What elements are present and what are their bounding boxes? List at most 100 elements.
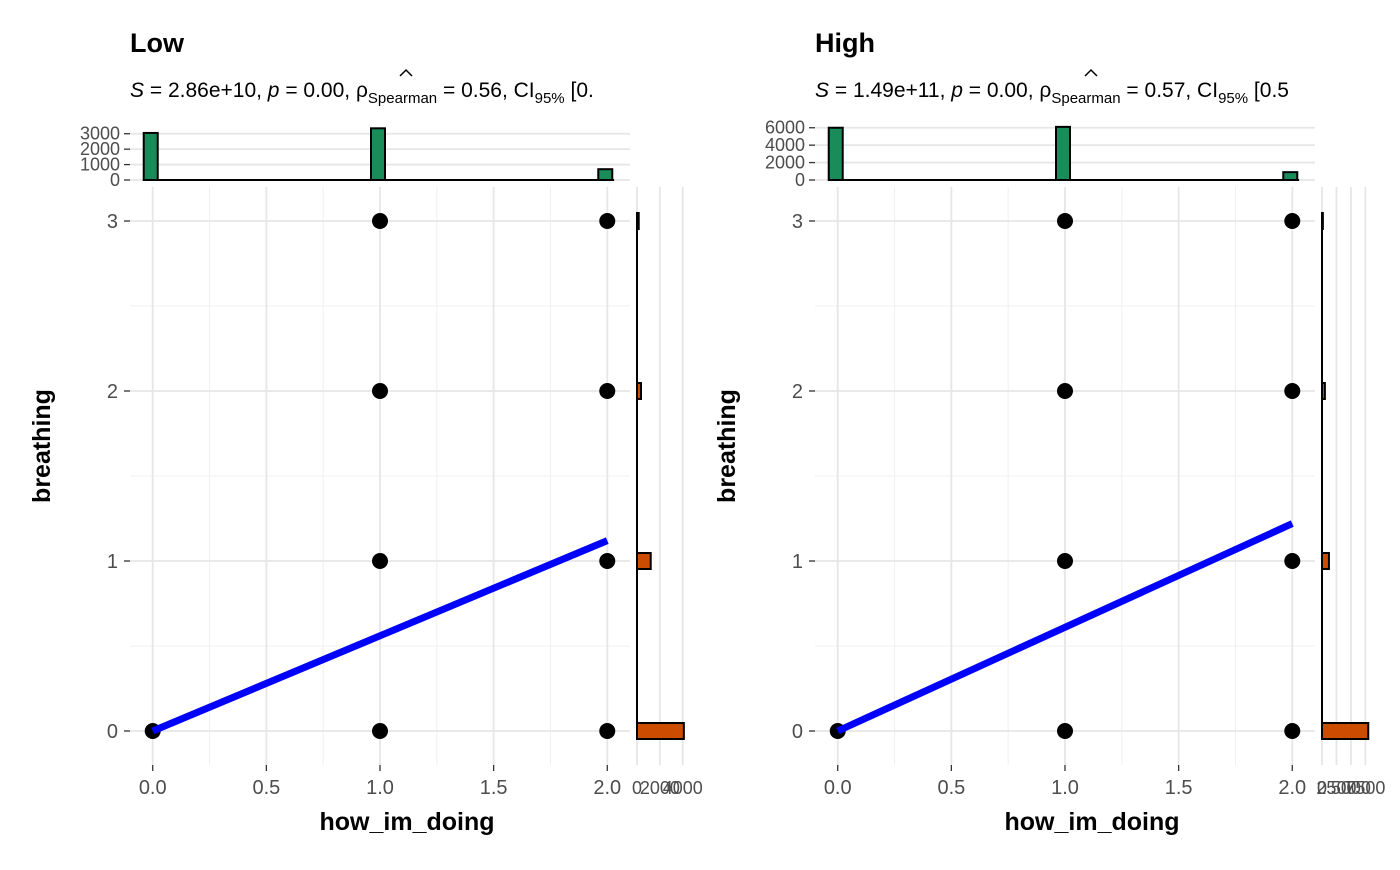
marginal-bar	[636, 382, 642, 400]
main-grid	[130, 187, 630, 765]
marginal-tick-label: 2000	[765, 153, 805, 173]
marginal-bar	[636, 552, 652, 570]
data-point	[1284, 213, 1301, 229]
marginal-tick-label: 0	[632, 778, 642, 798]
data-point	[372, 723, 388, 739]
marginal-tick-label: 2000	[80, 139, 120, 159]
x-tick-label: 0.0	[824, 777, 852, 799]
x-axis-title: how_im_doing	[320, 808, 495, 836]
stat-s-value: = 1.49e+11,	[829, 79, 951, 102]
marginal-bar	[827, 126, 844, 181]
x-tick-label: 1.5	[1165, 777, 1193, 799]
stat-ci-subscript: 95%	[1218, 90, 1248, 107]
stat-ci-value: [0.	[565, 79, 594, 102]
marginal-bar	[1055, 125, 1071, 181]
marginal-bar	[1321, 722, 1370, 740]
marginal-bar	[636, 212, 640, 230]
marginal-tick-label: 6000	[765, 118, 805, 138]
data-point	[1284, 383, 1301, 399]
data-point	[372, 213, 388, 229]
data-point	[1284, 723, 1301, 739]
rho-hat-mark	[399, 68, 413, 77]
marginal-tick-label: 5000	[1331, 778, 1371, 798]
data-point	[1057, 213, 1073, 229]
marginal-bar	[597, 168, 614, 181]
marginal-bar	[636, 722, 685, 740]
marginal-tick-label: 1000	[80, 155, 120, 175]
stat-ci-value: [0.5	[1248, 79, 1289, 102]
x-tick-label: 0.0	[139, 777, 167, 799]
stat-ci-subscript: 95%	[535, 90, 565, 107]
x-tick-label: 0.5	[252, 777, 280, 799]
x-tick-label: 2.0	[593, 777, 621, 799]
main-grid	[815, 187, 1315, 765]
y-tick-label: 1	[792, 551, 803, 573]
x-tick-label: 1.0	[366, 777, 394, 799]
data-point	[1057, 383, 1073, 399]
stat-rho-label: ρ	[356, 79, 368, 102]
y-tick-label: 3	[792, 211, 803, 233]
x-tick-label: 2.0	[1278, 777, 1306, 799]
stat-p-value: = 0.00,	[279, 79, 355, 102]
stat-p-label: p	[267, 79, 280, 102]
stat-s-label: S	[130, 79, 144, 102]
marginal-tick-label: 2500	[1316, 778, 1356, 798]
facet-panel-low: Low S = 2.86e+10, p = 0.00, ρSpearman = 0…	[28, 28, 703, 836]
panel-subtitle: S = 1.49e+11, p = 0.00, ρSpearman = 0.57…	[815, 79, 1289, 107]
scatter-points	[829, 213, 1301, 739]
stat-rho-value: = 0.56, CI	[437, 79, 534, 102]
facet-panel-high: High S = 1.49e+11, p = 0.00, ρSpearman = …	[713, 28, 1385, 836]
y-axis-title: breathing	[713, 389, 741, 503]
marginal-bar	[1321, 212, 1324, 230]
x-tick-label: 0.5	[937, 777, 965, 799]
marginal-tick-label: 4000	[663, 778, 703, 798]
marginal-tick-label: 0	[1317, 778, 1327, 798]
marginal-bar	[370, 127, 386, 181]
y-tick-label: 0	[107, 721, 118, 743]
data-point	[599, 553, 616, 569]
stat-rho-value: = 0.57, CI	[1121, 79, 1218, 102]
data-point	[372, 383, 388, 399]
stat-s-label: S	[815, 79, 829, 102]
y-tick-label: 1	[107, 551, 118, 573]
regression-line	[151, 537, 609, 735]
x-tick-label: 1.0	[1051, 777, 1079, 799]
data-point	[1284, 553, 1301, 569]
regression-line	[836, 520, 1294, 735]
data-point	[599, 213, 616, 229]
data-point	[1057, 553, 1073, 569]
data-point	[599, 723, 616, 739]
marginal-tick-label: 3000	[80, 124, 120, 144]
stat-rho-label: ρ	[1039, 79, 1051, 102]
stat-rho-subscript: Spearman	[368, 90, 437, 107]
x-tick-label: 1.5	[480, 777, 508, 799]
marginal-bar	[1321, 552, 1330, 570]
stat-s-value: = 2.86e+10,	[144, 79, 268, 102]
data-point	[1057, 723, 1073, 739]
rho-hat-mark	[1084, 68, 1098, 77]
marginal-tick-label: 2000	[640, 778, 680, 798]
marginal-tick-label: 7500	[1345, 778, 1385, 798]
stat-rho-subscript: Spearman	[1051, 90, 1120, 107]
data-point	[372, 553, 388, 569]
stat-p-value: = 0.00,	[963, 79, 1039, 102]
y-tick-label: 0	[792, 721, 803, 743]
data-point	[599, 383, 616, 399]
marginal-tick-label: 0	[110, 170, 120, 190]
marginal-bar	[1321, 382, 1326, 400]
marginal-bar	[142, 131, 159, 181]
marginal-bar	[1282, 171, 1299, 181]
scatter-points	[144, 213, 616, 739]
y-axis-title: breathing	[28, 389, 56, 503]
marginal-tick-label: 4000	[765, 135, 805, 155]
y-tick-label: 2	[792, 381, 803, 403]
panel-title: Low	[130, 28, 185, 58]
y-tick-label: 3	[107, 211, 118, 233]
panel-subtitle: S = 2.86e+10, p = 0.00, ρSpearman = 0.56…	[130, 79, 594, 107]
marginal-tick-label: 0	[795, 170, 805, 190]
